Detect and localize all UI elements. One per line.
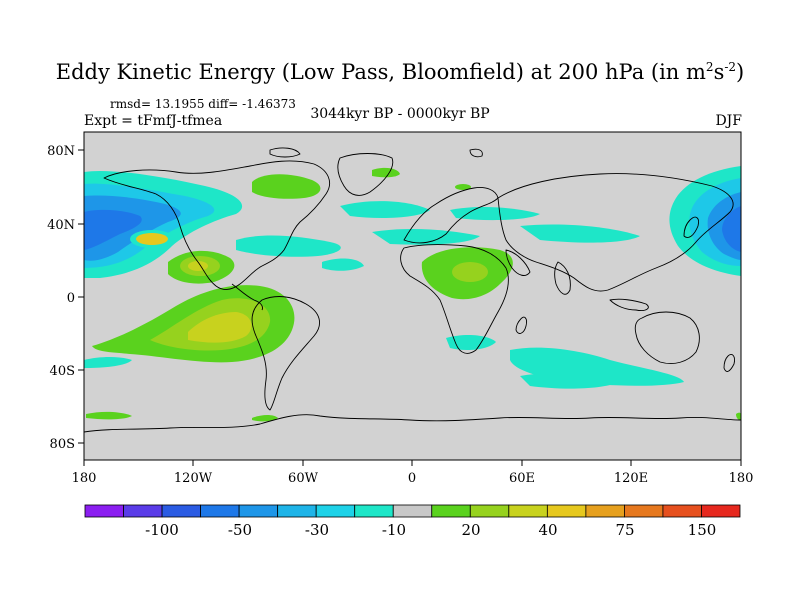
colorbar-swatch [392,504,433,518]
coast-greenland [337,153,394,196]
colorbar-swatch [84,504,124,518]
contour-usa-cyan [236,235,341,257]
lat-label-80s: 80S [50,437,75,452]
contour-epac-yellow [188,261,208,271]
contour-natl-cyan [340,201,430,218]
colorbar-swatch [161,504,201,518]
colorbar-swatch [508,504,548,518]
coast-new-zealand [723,353,735,372]
coast-svalbard [469,148,483,158]
lon-label-120e: 120E [614,471,648,486]
colorbar-label: -100 [145,521,179,539]
lon-axis [83,460,742,466]
lon-label-0: 0 [408,471,416,486]
lat-axis [78,149,84,444]
lon-label-60w: 60W [288,471,319,486]
map-panel [84,132,741,460]
coast-australia [634,311,700,364]
contour-asia-cyan [520,224,640,243]
colorbar-label: 40 [538,521,557,539]
map-background [84,132,741,460]
colorbar-swatch [315,504,356,518]
colorbar-swatch [662,504,702,518]
colorbar-swatch [701,504,741,518]
contour-southern-green-3 [736,412,741,420]
lat-label-40n: 40N [47,218,75,233]
coast-arabia [505,249,531,276]
colorbar-swatch [431,504,471,518]
coast-japan [683,216,699,238]
contour-scandinavia-green [455,184,471,190]
colorbar-swatch [277,504,317,518]
colorbar-label: -50 [228,521,252,539]
coast-antarctica [84,414,741,433]
lon-label-60e: 60E [509,471,535,486]
contour-fills [84,166,741,422]
lat-label-80n: 80N [47,144,75,159]
contour-canada-green [252,174,321,199]
contour-southern-green-1 [86,411,132,420]
stats-text: rmsd= 13.1955 diff= -1.46373 [110,97,296,111]
coast-north-america [103,160,330,291]
period-text: 3044kyr BP - 0000kyr BP [310,106,490,122]
coast-asia [497,173,734,292]
colorbar-label: 20 [461,521,480,539]
contour-southern-green-2 [252,415,278,422]
contour-npac-west-deepblue [84,209,142,250]
colorbar-label: 150 [688,521,717,539]
contour-npac-gold-core [136,233,168,245]
colorbar-swatch [238,504,279,518]
lat-labels: 80N 40N 0 40S 80S [47,144,75,452]
contour-greenland-green [372,167,400,178]
contour-npac-east-deepblue [722,206,741,252]
season-text: DJF [715,113,742,129]
experiment-text: Expt = tFmfJ-tfmea [84,113,223,129]
coast-indonesia [609,298,649,311]
coast-madagascar [515,316,527,334]
lon-labels: 180 120W 60W 0 60E 120E 180 [72,471,754,486]
lon-label-120w: 120W [174,471,213,486]
coast-central-america [231,283,263,311]
contour-atlantic-cyan [372,229,480,245]
lat-label-40s: 40S [50,364,75,379]
colorbar-swatch [585,504,625,518]
colorbar-swatch [354,504,394,518]
colorbar-swatch [123,504,163,518]
colorbar-swatch [624,504,664,518]
colorbar-swatch [469,504,510,518]
colorbar-labels: -100 -50 -30 -10 20 40 75 150 [145,521,716,539]
colorbar-swatch [200,504,240,518]
lon-label-180w: 180 [72,471,97,486]
colorbar-label: -30 [305,521,329,539]
colorbar-swatch [546,504,587,518]
coast-south-america [251,296,321,411]
colorbar-label: -10 [382,521,406,539]
contour-spac-cyan-tail [84,357,132,368]
plot-title: Eddy Kinetic Energy (Low Pass, Bloomfiel… [55,60,745,84]
lat-label-0: 0 [67,291,75,306]
contour-spac-yellow [188,312,252,343]
coastlines [84,147,741,433]
coast-africa [400,244,509,354]
lon-label-180e: 180 [729,471,754,486]
contour-midatl-cyan [322,258,364,271]
colorbar [84,504,741,518]
coast-india [554,261,571,295]
contour-southern-cyan [520,373,620,389]
contour-africa-yellowgreen [452,262,488,282]
coast-arctic-islands [269,147,301,158]
colorbar-label: 75 [615,521,634,539]
